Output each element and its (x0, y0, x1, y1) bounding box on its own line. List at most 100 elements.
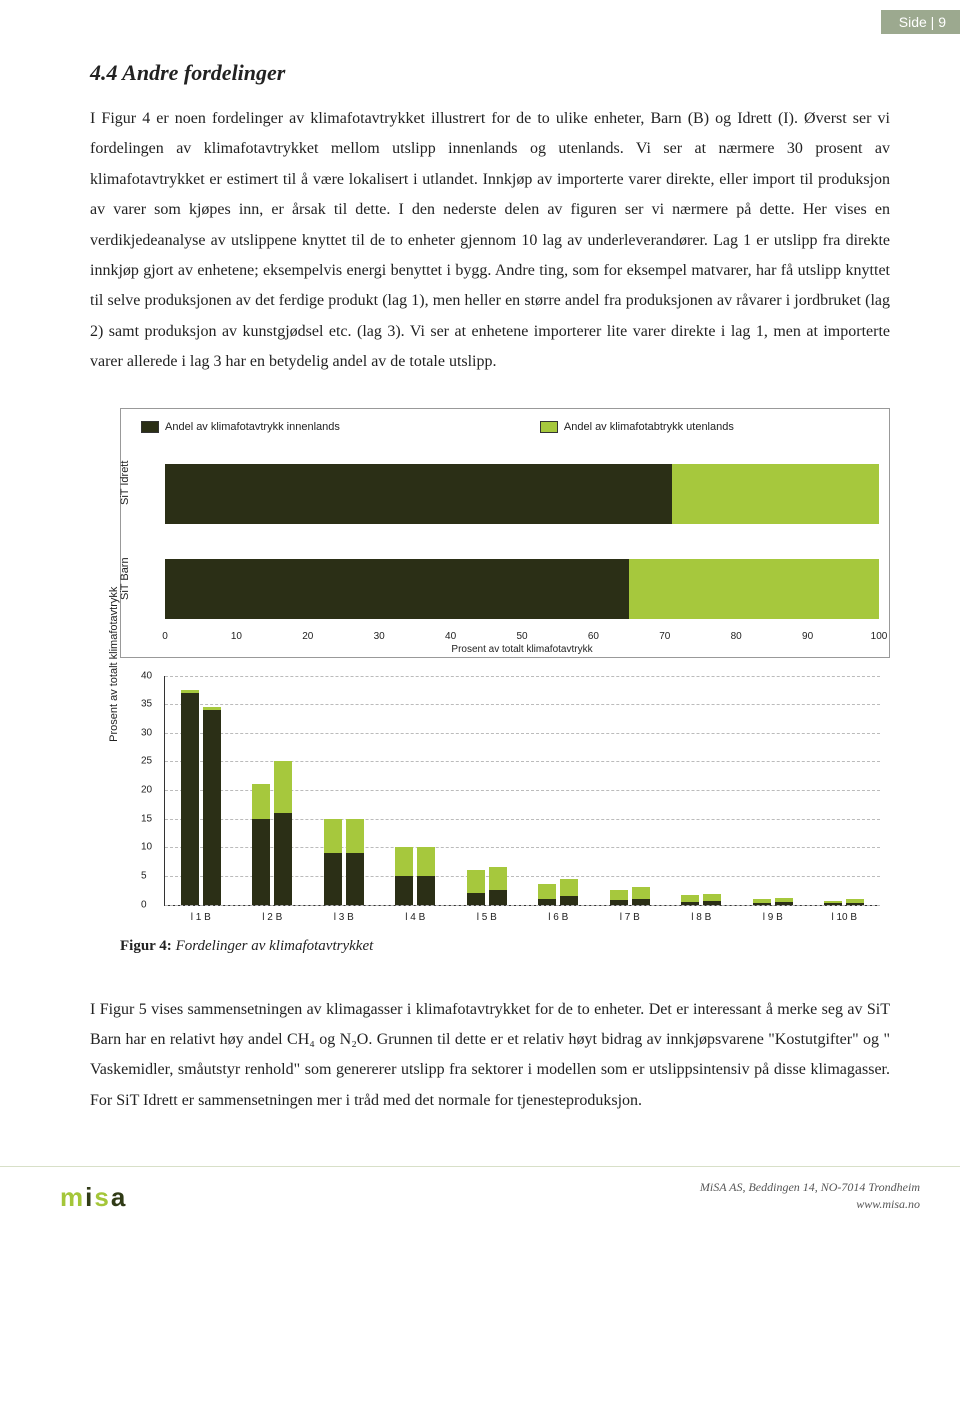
stacked-bar (489, 676, 507, 905)
segment-green (681, 895, 699, 902)
x-axis-title: Prosent av totalt klimafotavtrykk (451, 644, 592, 655)
bar-group: l 3 B (308, 676, 380, 905)
x-tick: 70 (659, 631, 670, 642)
segment-dark (632, 899, 650, 905)
hbar-label: SiT Idrett (119, 460, 131, 504)
stacked-bar (252, 676, 270, 905)
figure-caption-text: Fordelinger av klimafotavtrykket (172, 938, 373, 954)
legend-swatch (141, 421, 159, 433)
bar-group: l 8 B (666, 676, 738, 905)
segment-green (560, 879, 578, 896)
segment-dark (538, 899, 556, 905)
x-tick: 40 (445, 631, 456, 642)
vertical-bar-chart: Prosent av totalt klimafotavtrykk l 1 Bl… (120, 668, 890, 928)
hbar-segment-innenlands (165, 559, 629, 619)
x-label: l 5 B (477, 912, 497, 923)
stacked-bar (681, 676, 699, 905)
page-number-tab: Side | 9 (881, 10, 960, 34)
hbar-segment-utenlands (672, 464, 879, 524)
segment-dark (324, 853, 342, 905)
segment-dark (610, 900, 628, 905)
hbar-segment-innenlands (165, 464, 672, 524)
x-label: l 6 B (548, 912, 568, 923)
bar-group: l 7 B (594, 676, 666, 905)
footer-address: MiSA AS, Beddingen 14, NO-7014 Trondheim… (700, 1179, 920, 1213)
segment-green (467, 870, 485, 893)
y-tick: 40 (141, 670, 152, 681)
horizontal-bar-chart: Andel av klimafotavtrykk innenlandsAndel… (120, 408, 890, 658)
vchart-ylabel: Prosent av totalt klimafotavtrykk (108, 586, 120, 741)
segment-dark (252, 819, 270, 905)
segment-green (538, 884, 556, 898)
x-tick: 0 (162, 631, 168, 642)
x-tick: 60 (588, 631, 599, 642)
x-tick: 20 (302, 631, 313, 642)
x-tick: 100 (871, 631, 888, 642)
stacked-bar (324, 676, 342, 905)
stacked-bar (753, 676, 771, 905)
y-tick: 35 (141, 699, 152, 710)
segment-dark (753, 903, 771, 905)
segment-dark (846, 903, 864, 905)
x-tick: 50 (516, 631, 527, 642)
paragraph-1: I Figur 4 er noen fordelinger av klimafo… (90, 104, 890, 378)
figure-caption: Figur 4: Fordelinger av klimafotavtrykke… (120, 938, 890, 955)
stacked-bar (346, 676, 364, 905)
paragraph-2: I Figur 5 vises sammensetningen av klima… (90, 995, 890, 1117)
stacked-bar (395, 676, 413, 905)
stacked-bar (467, 676, 485, 905)
stacked-bar (274, 676, 292, 905)
segment-green (610, 890, 628, 900)
x-label: l 4 B (405, 912, 425, 923)
legend-swatch (540, 421, 558, 433)
x-label: l 2 B (262, 912, 282, 923)
x-label: l 10 B (831, 912, 857, 923)
stacked-bar (846, 676, 864, 905)
segment-green (395, 847, 413, 876)
segment-dark (775, 902, 793, 904)
x-label: l 9 B (763, 912, 783, 923)
page-content: 4.4 Andre fordelinger I Figur 4 er noen … (0, 0, 960, 1166)
segment-green (324, 819, 342, 853)
segment-dark (681, 902, 699, 905)
bar-group: l 10 B (809, 676, 881, 905)
y-tick: 20 (141, 785, 152, 796)
grid-line (165, 905, 880, 906)
bar-group: l 2 B (237, 676, 309, 905)
hbar-label: SiT Barn (119, 557, 131, 600)
segment-dark (203, 710, 221, 905)
legend-label: Andel av klimafotavtrykk innenlands (165, 421, 340, 433)
segment-green (703, 894, 721, 901)
bar-group: l 6 B (523, 676, 595, 905)
segment-dark (489, 890, 507, 904)
bar-group: l 1 B (165, 676, 237, 905)
segment-dark (395, 876, 413, 905)
y-tick: 30 (141, 727, 152, 738)
segment-dark (274, 813, 292, 905)
stacked-bar (824, 676, 842, 905)
segment-dark (181, 693, 199, 905)
x-label: l 8 B (691, 912, 711, 923)
y-tick: 0 (141, 899, 147, 910)
bar-group: l 5 B (451, 676, 523, 905)
stacked-bar (181, 676, 199, 905)
segment-dark (703, 901, 721, 904)
segment-green (417, 847, 435, 876)
logo: misa (60, 1182, 127, 1213)
segment-dark (467, 893, 485, 904)
x-label: l 1 B (191, 912, 211, 923)
segment-green (632, 887, 650, 898)
x-label: l 3 B (334, 912, 354, 923)
stacked-bar (538, 676, 556, 905)
segment-dark (560, 896, 578, 905)
footer-line-2: www.misa.no (700, 1196, 920, 1213)
x-label: l 7 B (620, 912, 640, 923)
hbar-row (165, 464, 879, 524)
y-tick: 15 (141, 813, 152, 824)
x-tick: 30 (374, 631, 385, 642)
stacked-bar (610, 676, 628, 905)
legend-item: Andel av klimafotavtrykk innenlands (141, 421, 340, 433)
footer-line-1: MiSA AS, Beddingen 14, NO-7014 Trondheim (700, 1179, 920, 1196)
segment-green (274, 761, 292, 813)
figure-caption-label: Figur 4: (120, 938, 172, 954)
